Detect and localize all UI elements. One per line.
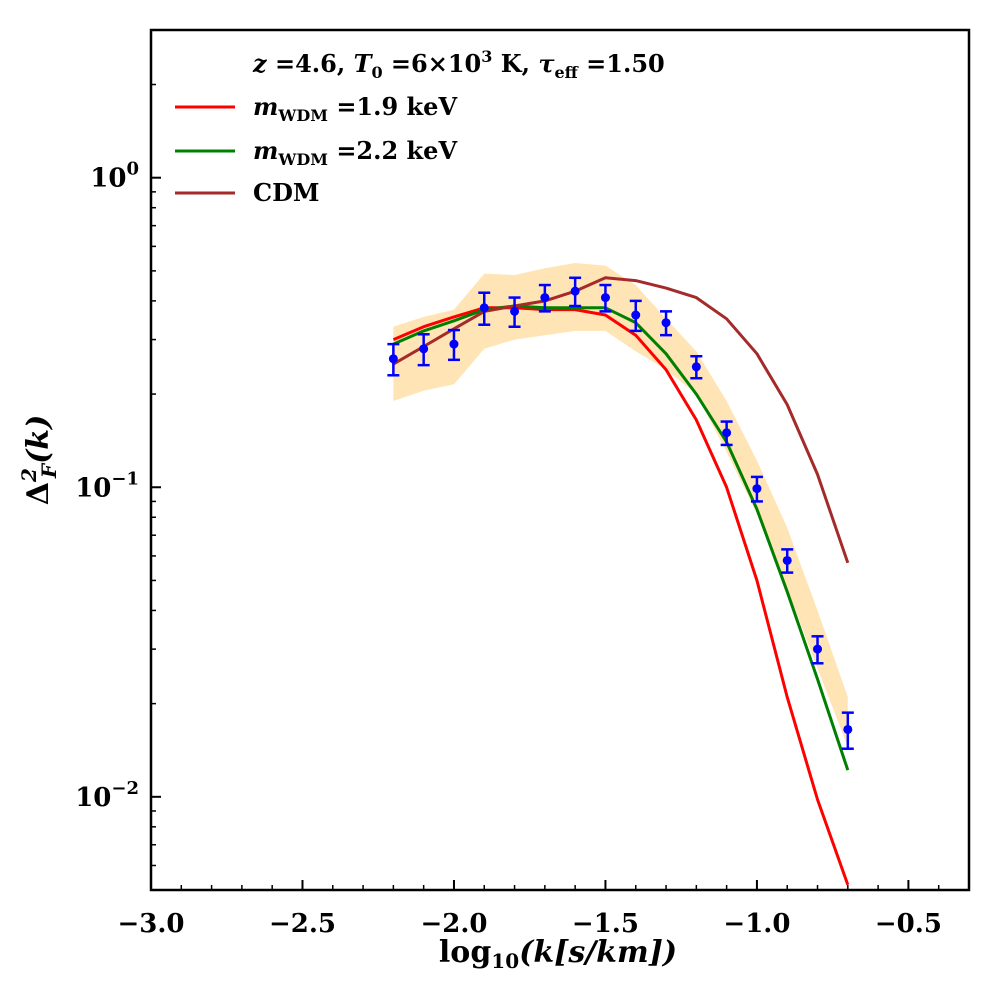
data-point <box>599 283 612 313</box>
legend-label-wdm-1.9: mWDM =1.9 keV <box>253 92 457 125</box>
x-tick-label: −2.0 <box>420 909 487 939</box>
legend-label-cdm: CDM <box>253 178 319 207</box>
data-marker <box>570 286 580 296</box>
data-point <box>478 291 491 326</box>
data-marker <box>843 724 853 734</box>
data-marker <box>419 344 429 354</box>
data-point <box>750 475 763 503</box>
x-tick-label: −3.0 <box>117 909 184 939</box>
data-point <box>811 635 824 665</box>
data-point <box>508 296 521 328</box>
data-point <box>387 342 400 377</box>
y-tick-label: 10−2 <box>75 778 139 813</box>
plot-frame <box>149 28 971 892</box>
data-marker <box>510 306 520 316</box>
data-marker <box>661 318 671 328</box>
data-marker <box>691 362 701 372</box>
data-marker <box>631 310 641 320</box>
data-point <box>781 548 794 574</box>
series-wdm-2.2-line <box>392 304 850 771</box>
data-point <box>629 299 642 333</box>
data-point <box>690 354 703 380</box>
legend-header: z =4.6, T0 =6×103 K, τeff =1.50 <box>252 47 665 82</box>
data-point <box>538 283 551 313</box>
series-cdm-line <box>392 276 850 564</box>
data-point <box>447 328 460 362</box>
y-axis-label: Δ2F(k) <box>17 415 61 506</box>
data-marker <box>388 354 398 364</box>
data-marker <box>449 339 459 349</box>
legend: z =4.6, T0 =6×103 K, τeff =1.50 mWDM =1.… <box>175 47 665 207</box>
data-point <box>417 333 430 367</box>
data-marker <box>540 293 550 303</box>
uncertainty-band <box>393 263 848 747</box>
y-tick-label: 10−1 <box>75 468 139 503</box>
x-tick-label: −1.0 <box>723 909 790 939</box>
data-marker <box>479 303 489 313</box>
x-tick-label: −1.5 <box>572 909 639 939</box>
legend-label-wdm-2.2: mWDM =2.2 keV <box>253 136 457 169</box>
data-marker <box>600 293 610 303</box>
data-marker <box>722 428 732 438</box>
data-point <box>660 310 673 337</box>
series-layer <box>392 276 850 886</box>
data-points-layer <box>387 276 854 750</box>
data-point <box>841 711 854 750</box>
data-marker <box>752 484 762 494</box>
x-tick-label: −2.5 <box>269 909 336 939</box>
band-layer <box>393 263 848 747</box>
data-marker <box>782 555 792 565</box>
data-point <box>569 276 582 308</box>
x-axis-label: log10(k[s/km]) <box>439 935 677 973</box>
series-wdm-1.9-line <box>392 306 850 886</box>
data-marker <box>813 644 823 654</box>
y-tick-label: 100 <box>90 159 139 194</box>
data-point <box>720 420 733 447</box>
ticks-layer: −3.0 −2.5 −2.0 −1.5 −1.0 −0.5 10−2 10−1 100 <box>75 29 942 939</box>
x-tick-label: −0.5 <box>875 909 942 939</box>
